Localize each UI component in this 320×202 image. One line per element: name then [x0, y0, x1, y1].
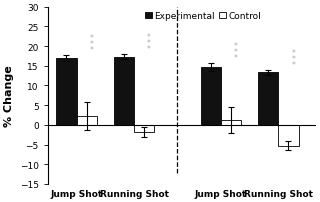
Text: *: * [291, 54, 295, 63]
Bar [221, 120, 241, 125]
Text: *: * [291, 48, 295, 57]
Text: *: * [234, 48, 237, 57]
Text: *: * [90, 39, 93, 48]
Text: *: * [147, 33, 151, 42]
Text: *: * [90, 34, 93, 43]
Y-axis label: % Change: % Change [4, 65, 14, 127]
Text: *: * [90, 45, 93, 54]
Text: *: * [291, 60, 295, 69]
Legend: Experimental, Control: Experimental, Control [142, 9, 265, 25]
Bar [114, 57, 134, 125]
Bar [258, 73, 278, 125]
Bar [201, 68, 221, 125]
Text: *: * [147, 45, 151, 54]
Bar [134, 125, 155, 132]
Text: *: * [234, 54, 237, 62]
Bar [56, 59, 76, 125]
Bar [76, 116, 97, 125]
Bar [278, 125, 299, 146]
Text: *: * [147, 39, 151, 48]
Text: *: * [234, 42, 237, 51]
